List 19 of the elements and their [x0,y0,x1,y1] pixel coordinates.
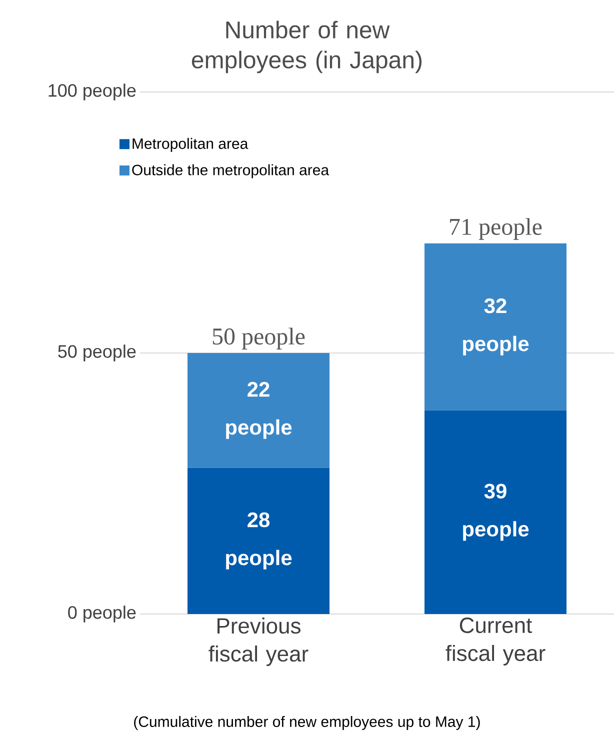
bar [187,352,330,468]
y-tick-label: 0 people [68,606,136,622]
bar [424,243,566,410]
y-tick-label: 100 people [48,84,136,100]
bar [424,410,566,614]
text: (Cumulative number of new employees up to May 1) [134,716,480,730]
data-label: 22 people [226,382,292,439]
data-label: 32 people [462,298,528,356]
chart-title: Number of new employees (in Japan) [192,20,422,74]
x-tick-label: Previous fiscal year [208,618,308,666]
y-tick-label: 50 people [58,344,136,362]
total-label: 50 people [212,328,304,350]
legend-label: Metropolitan area [132,138,248,152]
total-label: 71 people [450,218,542,240]
bar [187,468,330,614]
data-label: 39 people [462,484,528,541]
x-tick-label: Current fiscal year [445,618,546,666]
legend-label: Outside the metropolitan area [132,164,329,178]
data-label: 28 people [226,512,292,570]
